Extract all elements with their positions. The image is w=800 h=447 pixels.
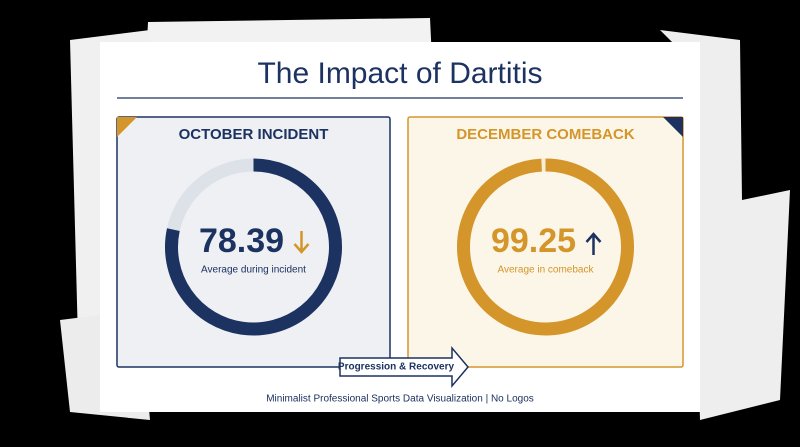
gauge-arc	[457, 158, 634, 336]
gauge-value: 78.39	[199, 222, 284, 260]
trend-arrow	[585, 232, 602, 255]
footer: Minimalist Professional Sports Data Visu…	[266, 394, 534, 405]
banner-arrow	[339, 345, 469, 389]
trend-arrow	[293, 231, 310, 254]
panel	[407, 116, 684, 368]
banner-label: Progression & Recovery	[338, 362, 455, 373]
gauge-caption: Average in comeback	[498, 265, 595, 276]
panel	[116, 116, 391, 368]
corner-accent	[117, 117, 137, 137]
gauge-value: 99.25	[491, 222, 576, 260]
gauge-caption: Average during incident	[201, 265, 306, 276]
panels: OCTOBER INCIDENT 78.39 Average during inci…	[116, 116, 684, 368]
panel-heading: OCTOBER INCIDENT	[179, 126, 329, 143]
panel-heading: DECEMBER COMEBACK	[456, 126, 635, 143]
gauge-arc	[165, 158, 342, 336]
title: The Impact of Dartitis	[257, 57, 542, 90]
corner-accent	[663, 117, 683, 137]
